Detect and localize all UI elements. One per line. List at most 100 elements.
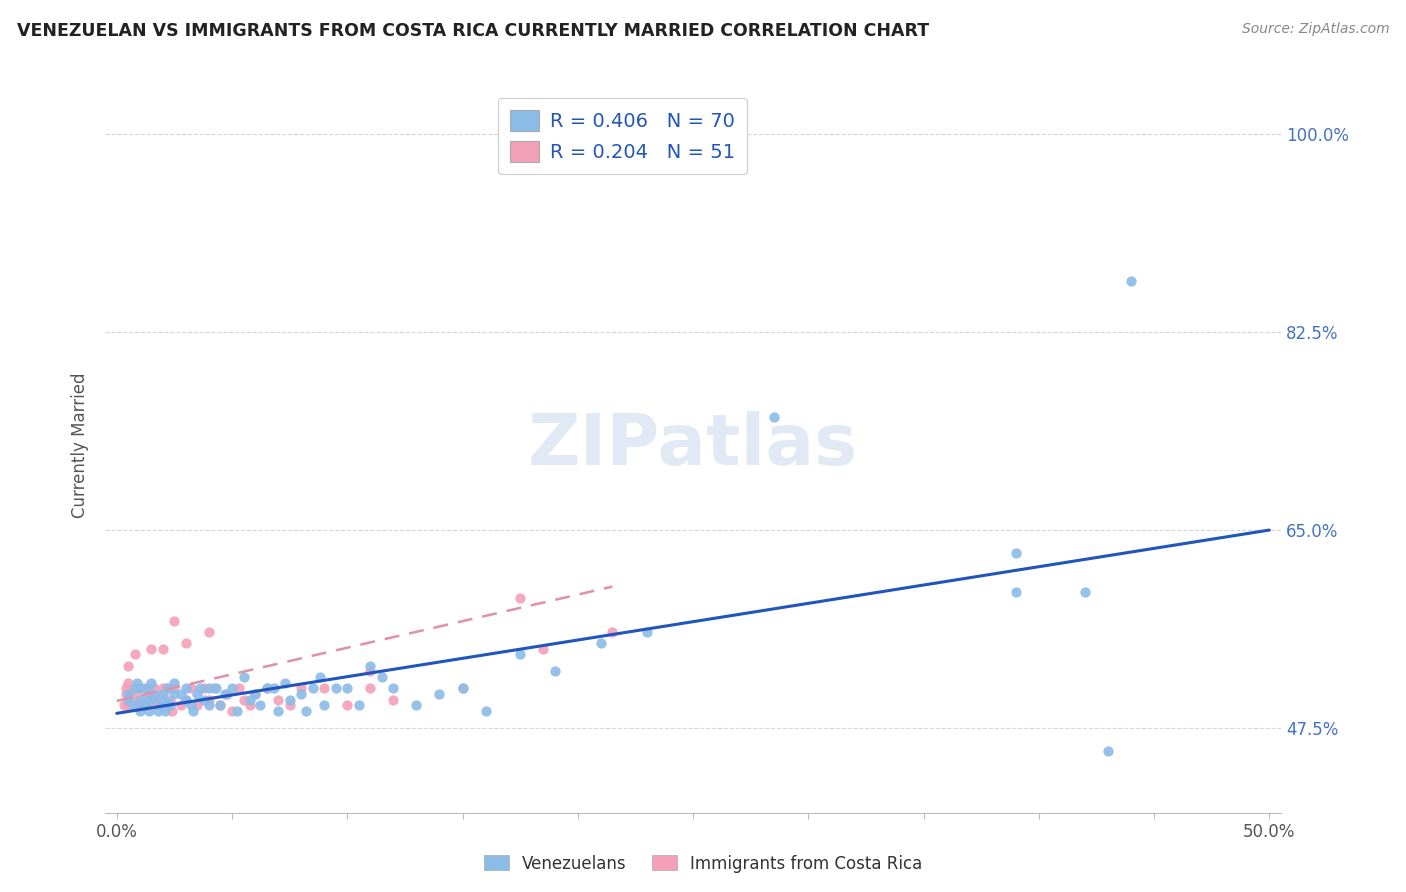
Point [112,698,135,713]
Point [243,687,266,701]
Point [128,704,150,718]
Point [359,658,381,673]
Point [589,636,612,650]
Point [382,692,405,706]
Point [163,675,186,690]
Point [142,681,165,696]
Point [124,681,146,696]
Point [336,681,359,696]
Point [135,681,157,696]
Point [1005,585,1028,599]
Point [170,698,193,713]
Point [762,409,785,424]
Point [239,692,262,706]
Point [278,692,301,706]
Point [232,692,254,706]
Point [160,704,183,718]
Point [159,692,181,706]
Point [153,704,176,718]
Point [117,687,139,701]
Point [148,698,170,713]
Point [117,692,139,706]
Point [163,687,186,701]
Point [141,692,163,706]
Point [1005,546,1028,560]
Point [509,591,531,605]
Point [152,641,174,656]
Point [359,665,381,679]
Point [198,681,221,696]
Point [148,704,170,718]
Point [170,687,193,701]
Point [115,681,138,696]
Point [128,692,150,706]
Point [138,704,160,718]
Point [124,687,146,701]
Point [149,687,172,701]
Point [153,698,176,713]
Text: VENEZUELAN VS IMMIGRANTS FROM COSTA RICA CURRENTLY MARRIED CORRELATION CHART: VENEZUELAN VS IMMIGRANTS FROM COSTA RICA… [17,22,929,40]
Point [198,698,221,713]
Point [209,698,232,713]
Point [451,681,474,696]
Point [228,681,250,696]
Point [135,692,157,706]
Point [249,698,271,713]
Point [382,681,405,696]
Point [263,681,285,696]
Point [124,648,146,662]
Point [141,692,163,706]
Point [141,675,163,690]
Point [117,698,139,713]
Point [128,681,150,696]
Point [221,681,243,696]
Point [198,692,221,706]
Point [127,698,149,713]
Point [217,687,239,701]
Point [163,681,186,696]
Point [232,670,254,684]
Point [120,692,142,706]
Point [314,698,336,713]
Point [602,624,624,639]
Point [122,681,145,696]
Point [405,698,427,713]
Point [174,681,197,696]
Point [544,665,567,679]
Point [278,698,301,713]
Legend: Venezuelans, Immigrants from Costa Rica: Venezuelans, Immigrants from Costa Rica [477,848,929,880]
Point [256,681,278,696]
Point [193,681,215,696]
Text: ZIPatlas: ZIPatlas [529,410,858,480]
Point [142,687,165,701]
Point [198,624,221,639]
Point [371,670,394,684]
Point [209,698,232,713]
Point [451,681,474,696]
Point [135,698,157,713]
Point [636,624,658,639]
Point [531,641,554,656]
Y-axis label: Currently Married: Currently Married [72,373,89,518]
Point [152,687,174,701]
Point [202,681,225,696]
Point [128,681,150,696]
Point [336,698,359,713]
Point [221,704,243,718]
Point [138,687,160,701]
Point [152,681,174,696]
Point [267,692,290,706]
Point [188,681,211,696]
Point [179,698,201,713]
Point [1074,585,1097,599]
Point [290,681,312,696]
Point [225,704,247,718]
Point [117,658,139,673]
Point [1097,744,1119,758]
Point [128,692,150,706]
Point [239,698,262,713]
Point [243,687,266,701]
Point [308,670,330,684]
Point [267,704,290,718]
Point [131,698,153,713]
